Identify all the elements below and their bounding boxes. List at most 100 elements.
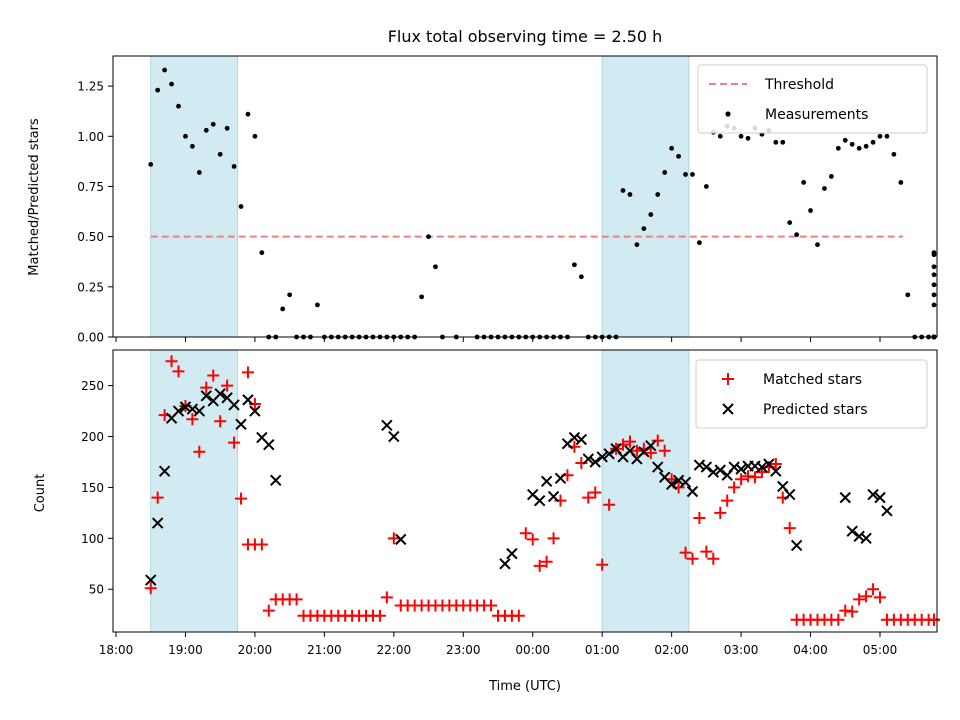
predicted-stars-point — [249, 405, 261, 417]
top-y-tick-label: 0.00 — [77, 331, 104, 345]
predicted-stars-point — [770, 465, 782, 477]
matched-stars-point — [582, 491, 595, 504]
measurements-point — [822, 186, 827, 191]
matched-stars-point — [228, 436, 241, 449]
measurements-point — [648, 212, 654, 217]
matched-stars-point — [860, 590, 873, 603]
top-y-tick-label: 1.25 — [77, 80, 104, 94]
bottom-x-tick-label: 02:00 — [654, 643, 689, 657]
measurements-point — [856, 145, 862, 151]
measurements-point — [190, 143, 195, 149]
measurements-point — [162, 67, 168, 73]
measurements-point — [794, 232, 800, 238]
matched-stars-point — [540, 555, 553, 568]
predicted-stars-point — [395, 533, 407, 546]
predicted-stars-point — [714, 464, 726, 476]
measurements-point — [683, 172, 688, 177]
matched-stars-point — [748, 471, 761, 484]
matched-stars-point — [519, 527, 532, 540]
top-y-tick-label: 0.25 — [77, 280, 104, 294]
matched-stars-point — [526, 533, 539, 546]
measurements-point — [627, 192, 633, 197]
measurements-point — [842, 137, 848, 143]
predicted-stars-point — [186, 403, 199, 415]
measurements-point — [419, 294, 424, 300]
matched-legend-swatch — [722, 373, 734, 385]
top-y-axis-label: Matched/Predicted stars — [27, 118, 42, 276]
predicted-stars-point — [707, 466, 720, 478]
predicted-stars-point — [193, 405, 206, 417]
bottom-panel: 50 100 150 200 250 18:00 19:00 20:00 21:00 22:00 2… — [81, 349, 940, 657]
predicted-stars-point — [665, 478, 678, 491]
matched-stars-point — [874, 591, 886, 604]
predicted-stars-point — [790, 539, 803, 552]
measurements-point — [780, 139, 786, 145]
top-y-tick-label: 0.75 — [77, 180, 104, 194]
measurements-point — [662, 170, 668, 175]
predicted-stars-point — [235, 418, 247, 431]
measurements-point — [155, 87, 161, 93]
matched-stars-point — [853, 593, 866, 606]
bottom-legend: Matched stars Predicted stars — [695, 359, 928, 429]
predicted-stars-point — [589, 456, 601, 468]
predicted-legend-label: Predicted stars — [763, 402, 868, 418]
threshold-legend-label: Threshold — [764, 77, 834, 93]
predicted-stars-point — [533, 494, 546, 507]
matched-stars-point — [693, 511, 706, 524]
top-y-tick-label: 0.50 — [77, 230, 104, 244]
measurements-point — [669, 145, 675, 151]
predicted-stars-point — [554, 472, 567, 484]
predicted-stars-point — [596, 451, 608, 463]
matched-stars-point — [867, 583, 880, 596]
measurements-point — [870, 139, 876, 145]
measurements-point — [738, 133, 744, 139]
predicted-stars-point — [145, 574, 157, 586]
predicted-stars-point — [867, 488, 879, 501]
measurements-point — [849, 141, 855, 147]
predicted-stars-point — [547, 490, 560, 503]
measurements-point — [815, 242, 820, 248]
matched-stars-point — [193, 445, 206, 458]
measurements-point — [773, 139, 779, 145]
bottom-x-tick-label: 18:00 — [99, 643, 134, 657]
measurements-point — [703, 184, 709, 189]
matched-stars-point — [512, 609, 525, 622]
predicted-stars-point — [228, 399, 240, 411]
measurements-point — [931, 272, 937, 278]
matched-stars-point — [221, 379, 234, 392]
measurements-point — [203, 127, 209, 133]
matched-stars-point — [735, 473, 748, 486]
measurements-point — [801, 180, 806, 185]
matched-stars-point — [928, 613, 940, 626]
measurements-point — [717, 133, 723, 139]
bottom-shaded-interval — [150, 349, 239, 633]
bottom-y-tick-label: 250 — [81, 379, 104, 393]
measurements-point — [238, 204, 244, 209]
measurements-point — [578, 274, 584, 280]
matched-stars-point — [373, 609, 386, 622]
measurements-point — [210, 121, 216, 127]
matched-stars-point — [214, 415, 227, 428]
predicted-stars-point — [756, 461, 768, 473]
top-legend-box — [697, 64, 928, 134]
matched-stars-point — [207, 369, 220, 382]
matched-stars-point — [651, 434, 664, 447]
measurements-point — [634, 242, 640, 248]
bottom-legend-box — [695, 359, 928, 429]
measurements-point — [183, 133, 188, 139]
predicted-stars-point — [860, 532, 872, 545]
measurements-point — [931, 282, 937, 288]
bottom-x-tick-label: 19:00 — [168, 643, 203, 657]
predicted-stars-point — [839, 491, 851, 504]
predicted-stars-point — [728, 461, 740, 473]
predicted-stars-point — [172, 405, 185, 417]
matched-stars-point — [603, 498, 616, 511]
measurements-point — [169, 81, 174, 87]
matched-stars-point — [832, 613, 845, 626]
measurements-point — [572, 262, 577, 268]
matched-stars-point — [172, 365, 185, 378]
predicted-stars-point — [263, 438, 275, 451]
measurements-point — [252, 133, 258, 139]
measurements-legend-label: Measurements — [765, 107, 868, 123]
